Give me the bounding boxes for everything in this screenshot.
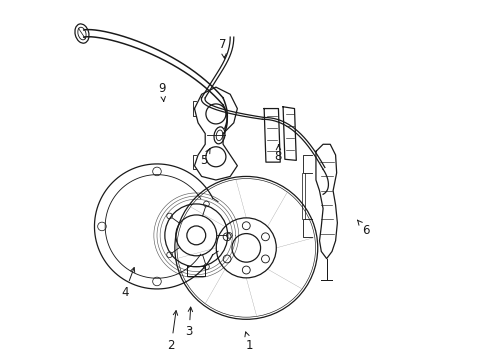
Text: 3: 3	[185, 307, 192, 338]
Text: 5: 5	[199, 148, 210, 167]
Text: 6: 6	[357, 220, 369, 237]
Text: 8: 8	[274, 145, 282, 163]
Text: 2: 2	[167, 311, 177, 351]
Text: 4: 4	[121, 267, 134, 299]
Text: 9: 9	[158, 82, 166, 101]
Text: 1: 1	[244, 332, 253, 351]
Text: 7: 7	[219, 38, 226, 58]
